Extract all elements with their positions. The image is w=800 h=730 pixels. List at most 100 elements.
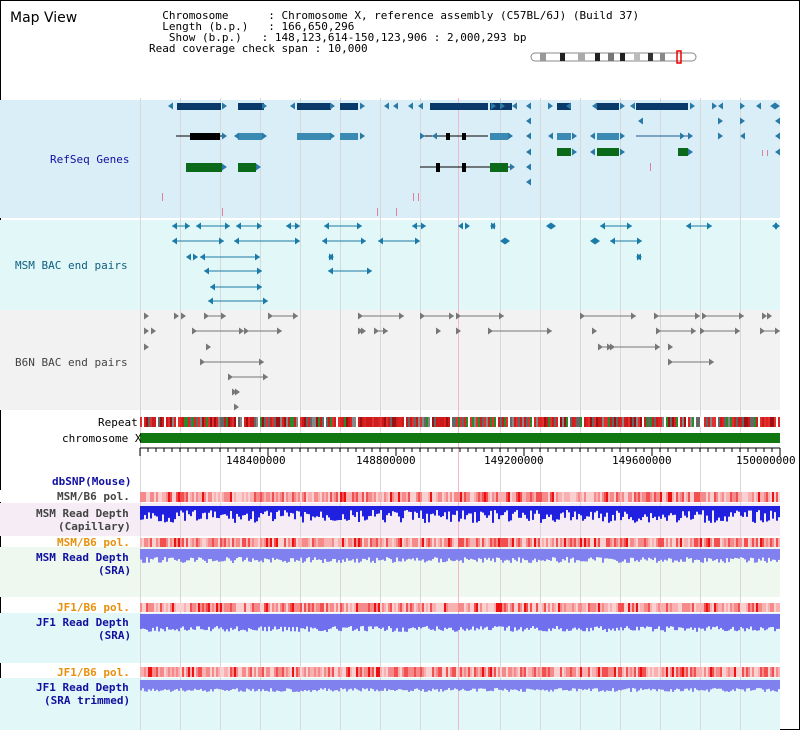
depth-bar — [728, 680, 730, 692]
heat-cell — [268, 492, 270, 502]
depth-bar — [394, 680, 396, 691]
heat-cell — [716, 538, 718, 547]
depth-bar — [358, 614, 360, 632]
msm-sra-depth-plot[interactable] — [140, 549, 780, 563]
depth-bar — [228, 680, 230, 691]
msm-b6-pol-heatstrip[interactable] — [140, 492, 780, 502]
jf1-b6-pol-label[interactable]: JF1/B6 pol. — [57, 601, 130, 614]
depth-bar — [484, 614, 486, 628]
depth-bar — [436, 680, 438, 690]
depth-bar — [774, 614, 776, 632]
depth-bar — [234, 614, 236, 629]
depth-bar — [528, 614, 530, 630]
msm-b6-pol-label[interactable]: MSM/B6 pol. — [57, 490, 130, 503]
bac-end — [172, 237, 177, 245]
msm-capillary-depth-plot[interactable] — [140, 506, 780, 523]
msm-read-depth-sra-label[interactable]: MSM Read Depth — [36, 551, 129, 564]
repeat-track[interactable] — [140, 417, 780, 427]
jf1-trimmed-depth-plot[interactable] — [140, 680, 780, 692]
heat-cell — [366, 492, 368, 502]
depth-bar — [592, 549, 594, 560]
depth-bar — [276, 680, 278, 691]
heat-cell — [660, 667, 662, 677]
repeat-element — [470, 417, 472, 427]
refseq-genes[interactable] — [162, 103, 768, 216]
heat-cell — [144, 667, 146, 677]
depth-bar — [280, 680, 282, 692]
heat-cell — [184, 492, 186, 502]
depth-bar — [516, 549, 518, 562]
heat-cell — [772, 667, 774, 677]
repeat-element — [372, 417, 374, 427]
gene-strand-arrow — [688, 132, 693, 140]
heat-cell — [632, 603, 634, 612]
chromosome-bar[interactable] — [140, 433, 780, 443]
depth-bar — [704, 549, 706, 558]
heat-cell — [208, 603, 210, 612]
jf1-b6-pol-heatstrip-2[interactable] — [140, 667, 780, 677]
msm-bac-pairs[interactable] — [172, 222, 780, 305]
heat-cell — [516, 603, 518, 612]
heat-cell — [736, 603, 738, 612]
refseq-genes-label[interactable]: RefSeq Genes — [50, 153, 130, 166]
repeat-element — [220, 417, 222, 427]
depth-bar — [424, 680, 426, 692]
bac-end — [668, 358, 673, 366]
heat-cell — [294, 603, 296, 612]
heat-cell — [696, 667, 698, 677]
heat-cell — [590, 667, 592, 677]
repeat-element — [548, 417, 550, 427]
depth-bar — [454, 614, 456, 632]
depth-bar — [400, 614, 402, 632]
depth-bar — [388, 614, 390, 627]
chromosome-ideogram[interactable] — [530, 50, 697, 64]
heat-cell — [622, 667, 624, 677]
jf1-b6-pol-label-2[interactable]: JF1/B6 pol. — [57, 666, 130, 679]
heat-cell — [754, 538, 756, 547]
heat-cell — [712, 538, 714, 547]
depth-bar — [420, 549, 422, 561]
depth-bar — [732, 680, 734, 690]
heat-cell — [718, 603, 720, 612]
repeat-element — [294, 417, 296, 427]
jf1-read-depth-sra-label[interactable]: JF1 Read Depth — [36, 616, 129, 629]
heat-cell — [700, 492, 702, 502]
heat-cell — [726, 538, 728, 547]
repeat-element — [614, 417, 616, 427]
heat-cell — [564, 603, 566, 612]
heat-cell — [422, 667, 424, 677]
depth-bar — [162, 614, 164, 630]
jf1-read-depth-trimmed-label[interactable]: JF1 Read Depth — [36, 681, 129, 694]
b6n-bac-pairs[interactable] — [144, 312, 780, 411]
heat-cell — [640, 603, 642, 612]
depth-bar — [290, 549, 292, 559]
gene-tick — [418, 193, 419, 201]
repeat-element — [460, 417, 462, 427]
jf1-sra-depth-plot[interactable] — [140, 614, 780, 632]
b6n-bac-label[interactable]: B6N BAC end pairs — [15, 356, 128, 369]
heat-cell — [626, 492, 628, 502]
heat-cell — [750, 667, 752, 677]
heat-cell — [664, 492, 666, 502]
heat-cell — [154, 603, 156, 612]
bac-end — [610, 343, 615, 351]
heat-cell — [742, 603, 744, 612]
heat-cell — [252, 538, 254, 547]
heat-cell — [178, 538, 180, 547]
depth-bar — [592, 614, 594, 631]
heat-cell — [272, 603, 274, 612]
depth-bar — [614, 506, 616, 521]
dbsnp-label[interactable]: dbSNP(Mouse) — [52, 475, 132, 488]
gene-strand-arrow — [680, 132, 685, 140]
repeat-element — [426, 417, 428, 427]
heat-cell — [354, 538, 356, 547]
gene-tick — [162, 193, 163, 201]
jf1-b6-pol-heatstrip[interactable] — [140, 603, 780, 612]
msm-b6-pol-label-2[interactable]: MSM/B6 pol. — [57, 536, 130, 549]
msm-bac-label[interactable]: MSM BAC end pairs — [15, 259, 128, 272]
msm-read-depth-capillary-label[interactable]: MSM Read Depth — [36, 507, 129, 520]
heat-cell — [152, 603, 154, 612]
msm-b6-pol-heatstrip-2[interactable] — [140, 538, 780, 547]
depth-bar — [680, 614, 682, 628]
depth-bar — [386, 614, 388, 630]
